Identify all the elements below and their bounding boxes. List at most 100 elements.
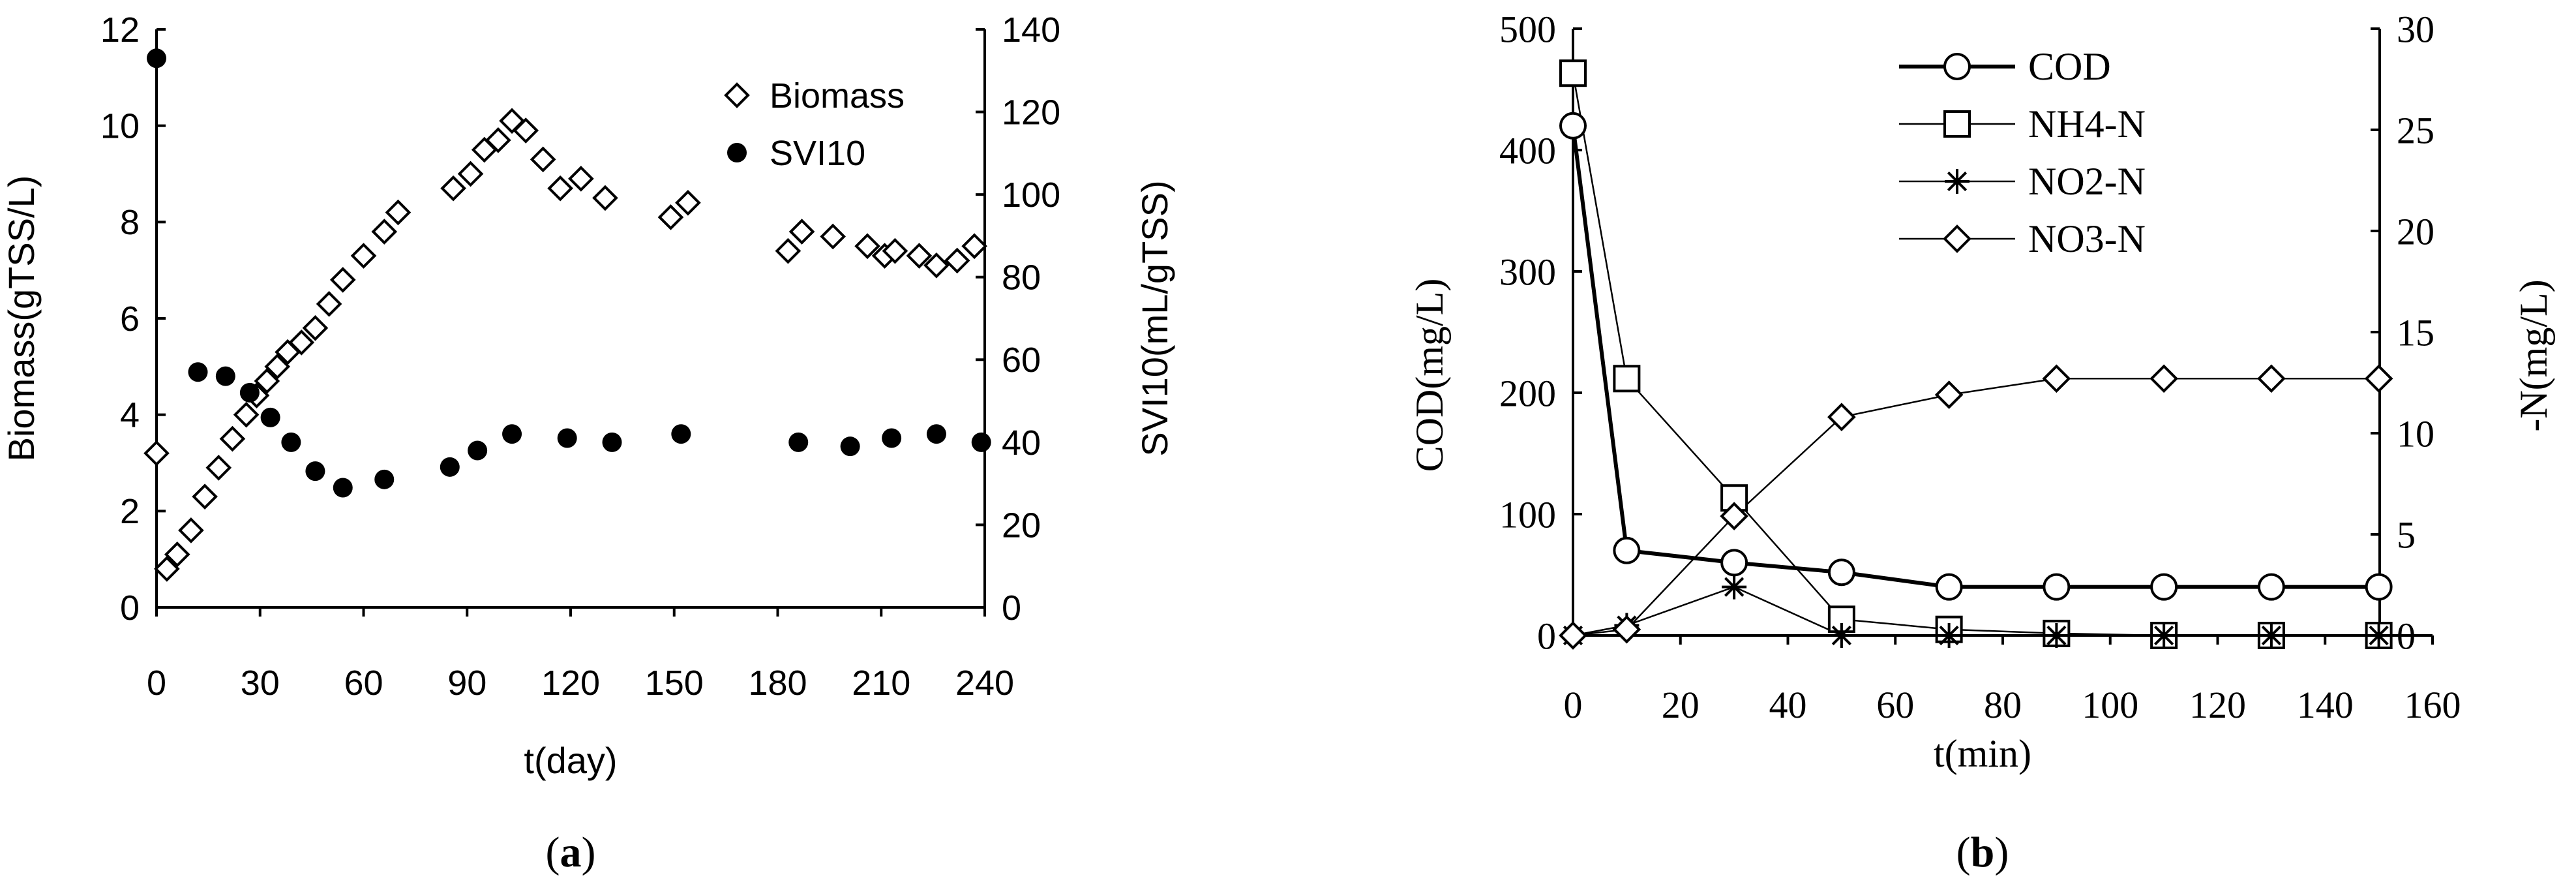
panel-a-y-tick-label: 4 [120, 396, 140, 435]
panel-a-y-tick-label: 8 [120, 203, 140, 242]
point-no3-n [2257, 364, 2286, 393]
panel-a-x-tick-label: 0 [147, 664, 166, 703]
point-biomass [192, 483, 218, 510]
panel-b-x-tick-label: 0 [1564, 684, 1583, 726]
point-no2-n [1829, 623, 1854, 648]
point-biomass [530, 146, 556, 173]
point-no3-n [1934, 380, 1964, 409]
panel-b-x-label: t(min) [1934, 732, 2031, 775]
panel-b-y2-tick-label: 10 [2397, 412, 2434, 455]
panel-a-y2-tick-label: 120 [1002, 93, 1060, 132]
point-no3-n [2364, 364, 2393, 393]
panel-b-caption: (b) [1956, 829, 2009, 876]
panel-a-caption: (a) [546, 829, 596, 876]
point-svi10 [239, 382, 260, 403]
point-nh4-n [1613, 365, 1641, 393]
point-biomass [329, 267, 356, 293]
point-biomass [143, 440, 170, 466]
panel-b-y2-tick-label: 5 [2397, 513, 2416, 556]
panel-b-x-tick-label: 60 [1876, 684, 1914, 726]
panel-b-y-tick-label: 0 [1537, 615, 1556, 657]
panel-a-x-tick-label: 150 [645, 664, 704, 703]
panel-b-letter: b [1971, 829, 1995, 876]
point-biomass [906, 243, 933, 269]
legend-label-cod: COD [2028, 45, 2111, 88]
point-no2-n [2044, 623, 2069, 648]
point-biomass [457, 160, 484, 187]
panel-a-x-tick-label: 90 [447, 664, 487, 703]
point-biomass [205, 455, 232, 481]
point-biomass [154, 556, 180, 582]
point-svi10 [671, 424, 691, 444]
point-biomass [302, 314, 329, 341]
legend-label-no3-n: NO3-N [2028, 217, 2146, 260]
point-cod [2257, 573, 2285, 601]
panel-a-x-label: t(day) [524, 740, 617, 781]
panel-a-y2-label: SVI10(mL/gTSS) [1134, 180, 1175, 456]
point-svi10 [440, 457, 460, 477]
panel-a-y2-tick-label: 20 [1002, 506, 1041, 545]
point-biomass [788, 219, 815, 245]
point-no3-n [1720, 502, 1748, 530]
panel-a-chart: 0 30 60 90 120 150 180 210 240 0 2 4 6 8 10 12 0 20 40 60… [1, 10, 1175, 876]
legend-label-biomass: Biomass [770, 76, 905, 115]
point-no3-n [1827, 403, 1856, 432]
point-no2-n [1722, 574, 1747, 600]
point-biomass [923, 252, 950, 279]
panel-b-y2-tick-label: 0 [2397, 615, 2416, 657]
point-svi10 [215, 366, 235, 386]
panel-b-chart: 0 20 40 60 80 100 120 140 160 0 100 200 300 400 500 0… [1408, 8, 2555, 876]
point-no3-n [2042, 364, 2071, 393]
panel-b-x-tick-label: 20 [1662, 684, 1700, 726]
legend-symbol-nh4-n [1943, 110, 1971, 138]
point-biomass [350, 243, 377, 269]
point-svi10 [926, 424, 946, 444]
panel-a-y2-tick-label: 40 [1002, 423, 1041, 463]
legend-symbol-no2-n [1945, 169, 1969, 194]
point-biomass [513, 117, 539, 144]
panel-a-y2-tick-label: 80 [1002, 258, 1041, 298]
panel-a-y-tick-label: 6 [120, 299, 140, 339]
point-cod [1935, 573, 1963, 601]
panel-a-x-tick-label: 240 [955, 664, 1014, 703]
panel-a-legend: Biomass SVI10 [724, 76, 905, 173]
point-biomass [164, 541, 190, 568]
point-svi10 [333, 478, 353, 498]
point-svi10 [971, 432, 991, 452]
panel-b-y2-tick-label: 20 [2397, 210, 2434, 252]
point-biomass [316, 291, 342, 317]
point-svi10 [374, 469, 395, 489]
panel-b-y-tick-label: 200 [1499, 372, 1556, 414]
panel-a-y-tick-label: 2 [120, 492, 140, 531]
point-biomass [371, 219, 398, 245]
point-biomass [944, 247, 970, 274]
point-svi10 [882, 428, 902, 448]
panel-b-legend: COD NH4-N NO2-N NO3-N [1899, 45, 2146, 260]
point-biomass [854, 233, 880, 260]
point-biomass [385, 199, 412, 226]
point-cod [1559, 112, 1587, 140]
point-svi10 [305, 461, 325, 481]
point-biomass [485, 127, 511, 153]
legend-symbol-svi10 [727, 143, 747, 162]
point-cod [1720, 549, 1748, 577]
point-biomass [264, 354, 291, 380]
point-biomass [675, 189, 701, 216]
point-cod [2150, 573, 2178, 601]
point-biomass [820, 223, 846, 250]
panel-b-y-tick-label: 400 [1499, 129, 1556, 172]
panel-a-y-label: Biomass(gTSS/L) [1, 176, 42, 462]
point-no2-n [2258, 623, 2284, 648]
panel-a-y2-tick-label: 0 [1002, 588, 1021, 628]
legend-symbol-no3-n [1943, 224, 1971, 253]
legend-label-nh4-n: NH4-N [2028, 102, 2146, 145]
point-biomass [568, 166, 594, 192]
point-svi10 [840, 436, 860, 457]
legend-label-no2-n: NO2-N [2028, 160, 2146, 203]
point-svi10 [788, 432, 809, 452]
point-svi10 [468, 440, 488, 461]
point-svi10 [188, 362, 208, 382]
panel-b-y2-tick-label: 30 [2397, 8, 2434, 50]
panel-a-y2-tick-label: 100 [1002, 176, 1060, 215]
point-no2-n [2151, 623, 2177, 648]
